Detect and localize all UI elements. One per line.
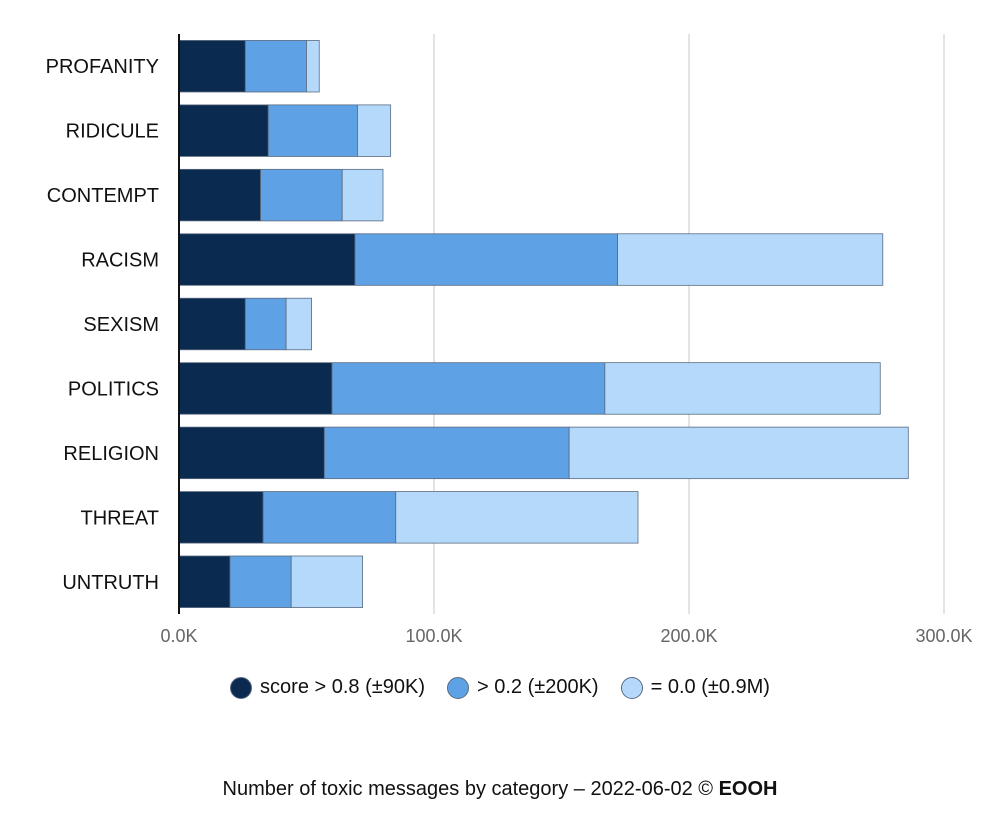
bar-contempt-series-3 <box>341 168 384 222</box>
bar-racism-series-3 <box>617 233 884 286</box>
legend: score > 0.8 (±90K) > 0.2 (±200K) = 0.0 (… <box>0 676 1000 699</box>
bar-sexism-series-3 <box>285 297 313 351</box>
x-tick-label-1: 100.0K <box>405 626 462 646</box>
legend-label-series-1: score > 0.8 (±90K) <box>260 676 425 698</box>
bar-threat-series-1 <box>178 491 264 544</box>
legend-item-series-3[interactable]: = 0.0 (±0.9M) <box>620 676 770 699</box>
bar-untruth-series-1 <box>178 555 231 608</box>
legend-label-series-3: = 0.0 (±0.9M) <box>650 676 770 698</box>
bar-religion-series-2 <box>323 426 570 480</box>
bar-threat-series-3 <box>395 491 639 544</box>
bar-ridicule-series-2 <box>267 104 358 157</box>
category-label-untruth: UNTRUTH <box>62 572 159 594</box>
bar-untruth-series-2 <box>229 555 292 608</box>
category-label-threat: THREAT <box>80 507 159 529</box>
bar-politics-series-2 <box>331 362 606 415</box>
legend-label-series-2: > 0.2 (±200K) <box>476 676 599 698</box>
bar-religion-series-1 <box>178 426 325 480</box>
bar-untruth-series-3 <box>290 555 364 608</box>
bar-sexism-series-2 <box>244 297 287 351</box>
bar-contempt-series-1 <box>178 168 261 222</box>
bar-racism-series-1 <box>178 233 356 286</box>
legend-swatch-series-1 <box>230 676 253 699</box>
category-label-politics: POLITICS <box>68 378 159 400</box>
x-tick-label-3: 300.0K <box>915 626 972 646</box>
bar-profanity-series-2 <box>244 40 307 93</box>
legend-item-series-1[interactable]: score > 0.8 (±90K) <box>230 676 425 699</box>
caption-brand: EOOH <box>718 778 778 800</box>
bar-threat-series-2 <box>262 491 397 544</box>
bar-racism-series-2 <box>354 233 619 286</box>
category-label-contempt: CONTEMPT <box>47 185 159 207</box>
legend-swatch-series-3 <box>620 676 643 699</box>
bar-ridicule-series-1 <box>178 104 269 157</box>
category-label-profanity: PROFANITY <box>46 56 159 78</box>
category-label-racism: RACISM <box>81 250 159 272</box>
chart-caption: Number of toxic messages by category – 2… <box>0 778 1000 801</box>
bar-ridicule-series-3 <box>357 104 392 157</box>
bar-contempt-series-2 <box>260 168 343 222</box>
legend-item-series-2[interactable]: > 0.2 (±200K) <box>446 676 599 699</box>
bar-politics-series-3 <box>604 362 881 415</box>
category-label-ridicule: RIDICULE <box>66 121 159 143</box>
x-tick-label-0: 0.0K <box>160 626 197 646</box>
x-tick-label-2: 200.0K <box>660 626 717 646</box>
bar-politics-series-1 <box>178 362 333 415</box>
category-label-religion: RELIGION <box>63 443 159 465</box>
bar-profanity-series-3 <box>306 40 320 93</box>
category-label-sexism: SEXISM <box>83 314 159 336</box>
caption-text: Number of toxic messages by category – 2… <box>222 778 719 800</box>
bar-sexism-series-1 <box>178 297 246 351</box>
bar-religion-series-3 <box>568 426 909 480</box>
bar-profanity-series-1 <box>178 40 246 93</box>
legend-swatch-series-2 <box>446 676 469 699</box>
